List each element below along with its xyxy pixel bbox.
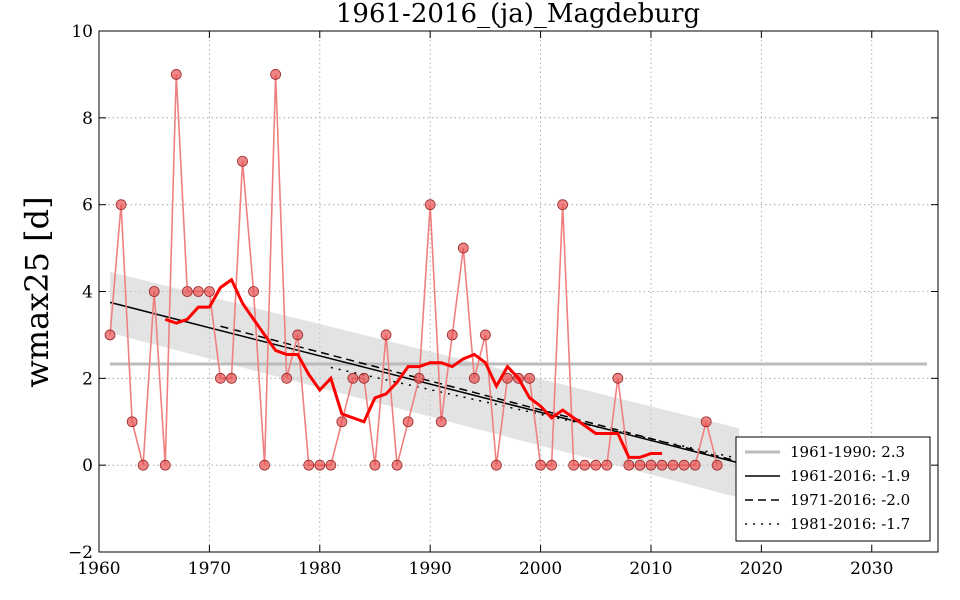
y-tick-label: −2 — [68, 543, 93, 563]
plot-area — [104, 69, 927, 498]
data-point — [667, 459, 679, 471]
data-point — [623, 459, 635, 471]
data-point — [524, 372, 535, 384]
x-tick-label: 1970 — [188, 559, 231, 579]
y-tick-label: 0 — [82, 456, 93, 476]
data-point — [678, 459, 690, 471]
data-point — [468, 372, 480, 384]
data-point — [689, 459, 701, 471]
data-point — [479, 329, 491, 341]
data-point — [700, 416, 712, 428]
axis-ticks: 1960 1970 1980 1990 2000 2010 2020 2030 −2 0 2 4 6 8 1… — [68, 22, 938, 579]
data-point — [303, 459, 315, 471]
data-point — [568, 459, 580, 471]
data-point — [115, 199, 127, 211]
x-tick-label: 2010 — [629, 559, 672, 579]
data-point — [259, 459, 270, 471]
legend-entry-trend-1971: 1971-2016: -2.0 — [790, 491, 910, 509]
data-point — [590, 459, 602, 471]
data-point — [248, 286, 259, 297]
confidence-band — [110, 271, 740, 498]
x-tick-label: 1990 — [409, 559, 452, 579]
data-point — [126, 416, 138, 428]
data-point — [391, 459, 403, 471]
data-point — [656, 459, 668, 471]
y-tick-label: 4 — [82, 283, 93, 303]
data-point — [457, 242, 469, 254]
data-point — [424, 199, 436, 211]
data-point — [634, 459, 646, 471]
data-point — [557, 199, 569, 211]
data-point — [281, 372, 293, 384]
data-point — [413, 372, 425, 384]
data-point — [336, 416, 348, 428]
data-point — [215, 372, 226, 384]
data-point — [137, 459, 149, 471]
data-point — [535, 459, 546, 471]
data-point — [148, 286, 160, 297]
data-point — [546, 459, 558, 471]
data-point — [380, 329, 392, 341]
data-point — [579, 459, 591, 471]
x-tick-label: 2030 — [850, 559, 893, 579]
data-point — [711, 459, 723, 471]
data-point — [435, 416, 447, 428]
data-point — [159, 459, 171, 471]
legend-box — [735, 436, 931, 542]
legend-entry-trend-1961: 1961-2016: -1.9 — [790, 467, 910, 485]
data-point — [170, 69, 182, 80]
y-tick-label: 8 — [82, 109, 93, 129]
data-point — [347, 372, 359, 384]
data-point — [237, 155, 248, 167]
legend-entry-trend-1981: 1981-2016: -1.7 — [790, 515, 910, 533]
data-point — [402, 416, 414, 428]
legend: 1961-1990: 2.3 1961-2016: -1.9 1971-2016… — [735, 436, 931, 542]
trend-line-dotted — [330, 366, 740, 460]
data-point — [491, 459, 502, 471]
data-point — [369, 459, 381, 471]
running-mean-line — [164, 277, 663, 459]
data-point — [612, 372, 624, 384]
data-point — [226, 372, 237, 384]
data-point — [358, 372, 370, 384]
y-tick-label: 10 — [71, 22, 93, 42]
data-point — [104, 329, 116, 341]
x-tick-label: 1960 — [77, 559, 120, 579]
data-point — [601, 459, 613, 471]
x-tick-label: 2000 — [519, 559, 562, 579]
data-point — [270, 69, 282, 80]
data-point — [192, 286, 204, 297]
legend-entry-reference: 1961-1990: 2.3 — [790, 443, 905, 461]
chart-title: 1961-2016_(ja)_Magdeburg — [336, 0, 700, 29]
x-tick-label: 2020 — [740, 559, 783, 579]
data-point — [314, 459, 326, 471]
y-axis-label: wmax25 [d] — [18, 196, 56, 387]
data-point — [292, 329, 304, 341]
data-point — [325, 459, 337, 471]
data-point — [446, 329, 458, 341]
data-point — [181, 286, 193, 297]
data-point — [203, 286, 215, 297]
data-point — [645, 459, 657, 471]
y-tick-label: 2 — [82, 369, 93, 389]
x-tick-label: 1980 — [298, 559, 341, 579]
y-tick-label: 6 — [82, 196, 93, 216]
